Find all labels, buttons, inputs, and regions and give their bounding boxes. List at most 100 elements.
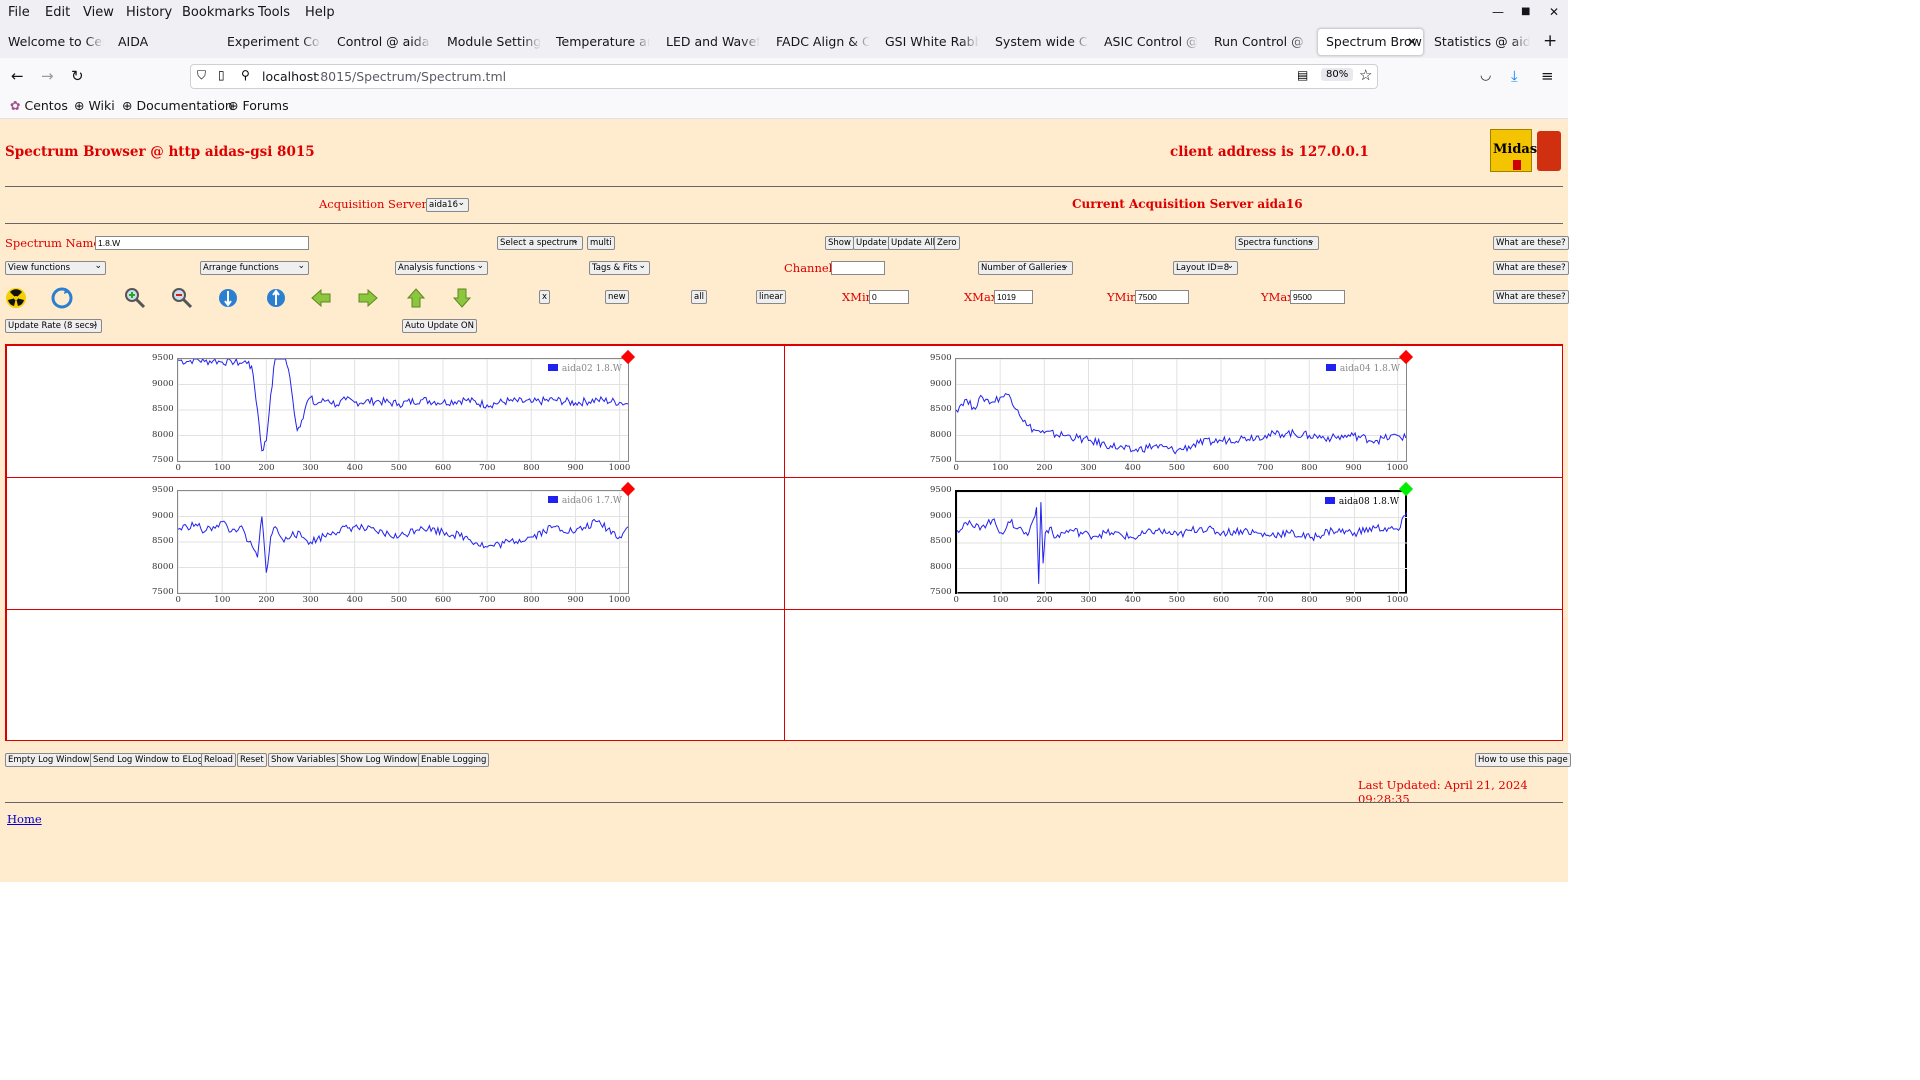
reload-button[interactable]: Reload <box>201 753 236 767</box>
gallery-cell[interactable]: aida06 1.7.W 0 100 200 300 400 500 600 700 800 900… <box>6 477 785 610</box>
tab-run-control[interactable]: Run Control @ ai <box>1206 26 1308 58</box>
tab-temperature[interactable]: Temperature and <box>548 26 650 58</box>
new-button[interactable]: new <box>605 290 629 304</box>
menu-edit[interactable]: Edit <box>45 5 71 20</box>
tab-welcome[interactable]: Welcome to Cent <box>0 26 104 58</box>
arrow-left-icon[interactable] <box>310 287 332 309</box>
shield-icon[interactable]: ⛉ <box>197 68 207 82</box>
bookmark-forums[interactable]: ⊕ Forums <box>228 98 289 113</box>
zero-button[interactable]: Zero <box>934 236 960 250</box>
bookmark-star-icon[interactable]: ☆ <box>1359 66 1373 84</box>
spectrum-plot[interactable]: aida04 1.8.W <box>955 358 1407 462</box>
menu-tools[interactable]: Tools <box>258 5 291 20</box>
bookmark-centos[interactable]: ✿ Centos <box>10 98 68 113</box>
show-button[interactable]: Show <box>825 236 854 250</box>
tab-statistics[interactable]: Statistics @ aidas <box>1426 26 1530 58</box>
new-tab-icon[interactable]: + <box>1543 31 1558 51</box>
update-rate-select[interactable]: Update Rate (8 secs) <box>5 318 102 333</box>
what-are-these-button[interactable]: What are these? <box>1493 290 1569 304</box>
spectrum-name-input[interactable] <box>95 236 309 250</box>
close-window-icon[interactable]: ✕ <box>1549 5 1560 19</box>
menu-history[interactable]: History <box>126 5 173 20</box>
tab-experiment-control[interactable]: Experiment Contr <box>219 26 321 58</box>
number-of-galleries-select[interactable]: Number of Galleries <box>978 260 1073 275</box>
tab-module-settings[interactable]: Module Settings <box>439 26 541 58</box>
app-menu-icon[interactable]: ≡ <box>1541 67 1554 85</box>
analysis-functions-select[interactable]: Analysis functions <box>395 260 488 275</box>
layout-select[interactable]: Layout ID=8 <box>1173 260 1238 275</box>
multi-button[interactable]: multi <box>587 236 615 250</box>
select-spectrum[interactable]: Select a spectrum <box>497 235 583 250</box>
url-bar[interactable]: ⛉ ▯ ⚲ localhost :8015/Spectrum/Spectrum.… <box>190 64 1378 89</box>
acq-server-select[interactable]: aida16 <box>426 197 469 212</box>
arrange-functions-select[interactable]: Arrange functions <box>200 260 309 275</box>
show-log-window-button[interactable]: Show Log Window <box>337 753 421 767</box>
spectra-functions-select[interactable]: Spectra functions <box>1235 235 1319 250</box>
tab-gsi-white-rabbit[interactable]: GSI White Rabbit <box>877 26 979 58</box>
auto-update-button[interactable]: Auto Update ON <box>402 319 477 333</box>
spectrum-plot[interactable]: aida06 1.7.W <box>177 490 629 594</box>
forward-icon[interactable]: → <box>41 67 54 85</box>
spectrum-plot[interactable]: aida08 1.8.W <box>955 490 1407 594</box>
spectrum-plot[interactable]: aida02 1.8.W <box>177 358 629 462</box>
reader-view-icon[interactable]: ▤ <box>1297 68 1309 82</box>
send-log-to-elog-button[interactable]: Send Log Window to ELog <box>90 753 206 767</box>
download-icon[interactable]: ⤓ <box>1511 67 1518 85</box>
back-icon[interactable]: ← <box>11 67 24 85</box>
bookmark-wiki[interactable]: ⊕ Wiki <box>74 98 115 113</box>
zoom-out-icon[interactable] <box>171 287 193 309</box>
refresh-icon[interactable] <box>51 287 73 309</box>
reset-button[interactable]: Reset <box>237 753 267 767</box>
menu-help[interactable]: Help <box>305 5 335 20</box>
maximize-icon[interactable]: ■ <box>1521 6 1531 17</box>
view-functions-select[interactable]: View functions <box>5 260 106 275</box>
permissions-icon[interactable]: ⚲ <box>241 68 250 82</box>
xmin-input[interactable] <box>869 290 909 304</box>
zoom-in-icon[interactable] <box>124 287 146 309</box>
gallery-cell[interactable]: aida08 1.8.W 0 100 200 300 400 500 600 700 800 900… <box>784 477 1563 610</box>
close-tab-icon[interactable]: ✕ <box>1406 35 1417 49</box>
expand-y-icon[interactable] <box>217 287 239 309</box>
show-variables-button[interactable]: Show Variables <box>268 753 339 767</box>
enable-logging-button[interactable]: Enable Logging <box>418 753 490 767</box>
linear-button[interactable]: linear <box>756 290 787 304</box>
gallery-cell-empty[interactable] <box>6 609 785 741</box>
x-button[interactable]: x <box>539 290 550 304</box>
ymax-input[interactable] <box>1290 290 1345 304</box>
ymin-input[interactable] <box>1135 290 1189 304</box>
gallery-cell[interactable]: aida02 1.8.W 0 100 200 300 400 500 600 700 800 900… <box>6 345 785 478</box>
gallery-cell-empty[interactable] <box>784 609 1563 741</box>
arrow-up-icon[interactable] <box>405 287 427 309</box>
what-are-these-button[interactable]: What are these? <box>1493 236 1569 250</box>
tab-control[interactable]: Control @ aidas- <box>329 26 431 58</box>
menu-file[interactable]: File <box>8 5 30 20</box>
tab-aida[interactable]: AIDA <box>110 26 210 58</box>
what-are-these-button[interactable]: What are these? <box>1493 261 1569 275</box>
pocket-icon[interactable]: ◡ <box>1480 68 1492 83</box>
tab-fadc-align[interactable]: FADC Align & Co <box>768 26 870 58</box>
zoom-level[interactable]: 80% <box>1321 68 1354 81</box>
home-link[interactable]: Home <box>7 812 42 826</box>
how-to-use-button[interactable]: How to use this page <box>1475 753 1571 767</box>
tab-asic-control[interactable]: ASIC Control @ a <box>1096 26 1198 58</box>
radiation-icon[interactable] <box>5 287 27 309</box>
compress-y-icon[interactable] <box>265 287 287 309</box>
menu-view[interactable]: View <box>83 5 114 20</box>
arrow-right-icon[interactable] <box>357 287 379 309</box>
bookmark-documentation[interactable]: ⊕ Documentation <box>122 98 233 113</box>
empty-log-window-button[interactable]: Empty Log Window <box>5 753 93 767</box>
all-button[interactable]: all <box>691 290 707 304</box>
tab-system-wide-check[interactable]: System wide Che <box>987 26 1089 58</box>
xmax-input[interactable] <box>994 290 1033 304</box>
tags-fits-select[interactable]: Tags & Fits <box>589 260 650 275</box>
gallery-cell[interactable]: aida04 1.8.W 0 100 200 300 400 500 600 700 800 900… <box>784 345 1563 478</box>
arrow-down-icon[interactable] <box>451 287 473 309</box>
reload-icon[interactable]: ↻ <box>71 67 84 85</box>
update-all-button[interactable]: Update All <box>888 236 939 250</box>
update-button[interactable]: Update <box>853 236 890 250</box>
minimize-icon[interactable]: — <box>1492 5 1504 19</box>
menu-bookmarks[interactable]: Bookmarks <box>182 5 255 20</box>
tab-spectrum-browser[interactable]: Spectrum Brow ✕ <box>1317 28 1424 56</box>
channel-input[interactable] <box>831 261 885 275</box>
tab-led-waveform[interactable]: LED and Wavefor <box>658 26 760 58</box>
